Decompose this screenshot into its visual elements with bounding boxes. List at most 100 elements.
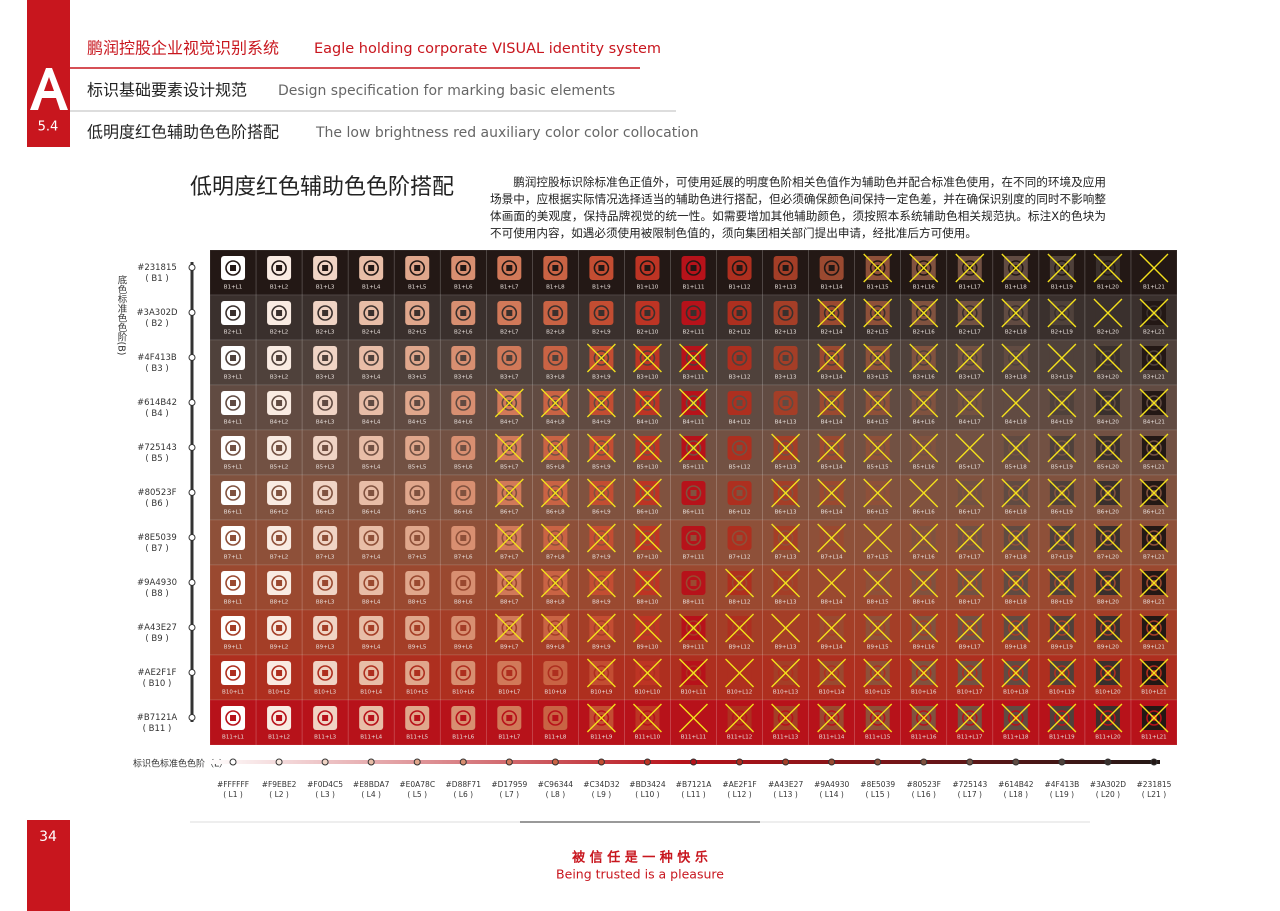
emblem-ring <box>317 440 333 456</box>
cell-label: B9+L1 <box>224 645 242 651</box>
cell-label: B8+L12 <box>729 600 751 606</box>
cell-label: B4+L21 <box>1143 420 1165 426</box>
emblem-ring <box>501 260 518 276</box>
emblem-core <box>276 400 283 406</box>
emblem-ring <box>777 350 794 366</box>
column-code: #F0D4C5 <box>307 780 343 789</box>
column-name: ( L8 ) <box>546 790 566 799</box>
cell-label: B8+L20 <box>1097 600 1119 606</box>
cell-label: B3+L20 <box>1097 375 1119 381</box>
unusable-mark <box>679 388 708 418</box>
emblem-ring <box>225 665 241 681</box>
row-code: #80523F <box>137 488 176 498</box>
emblem-ring <box>455 485 472 501</box>
unusable-mark <box>1001 703 1031 733</box>
emblem-core <box>552 715 559 721</box>
emblem-ring <box>455 305 472 321</box>
column-code: #231815 <box>1137 780 1172 789</box>
unusable-mark <box>771 613 801 643</box>
cell-label: B4+L12 <box>729 420 751 426</box>
cell-label: B8+L15 <box>867 600 889 606</box>
cell-label: B11+L9 <box>590 735 612 741</box>
emblem-core <box>368 265 375 271</box>
row-marker <box>188 534 196 541</box>
unusable-mark <box>909 658 939 688</box>
row-marker <box>188 354 196 361</box>
cell <box>808 699 855 746</box>
column-code: #FFFFFF <box>217 780 249 789</box>
cell-label: B10+L13 <box>773 690 799 696</box>
emblem-ring <box>1100 350 1116 366</box>
unusable-mark <box>955 613 985 643</box>
cell-label: B6+L4 <box>362 510 381 516</box>
cell-label: B10+L18 <box>1003 690 1029 696</box>
row-code: #231815 <box>137 263 177 273</box>
emblem-ring <box>409 665 426 681</box>
unusable-mark <box>909 433 939 463</box>
unusable-mark <box>1139 523 1169 553</box>
unusable-mark <box>771 703 801 733</box>
emblem-ring <box>501 305 518 321</box>
emblem-ring <box>869 530 886 546</box>
column-code: #D88F71 <box>446 780 482 789</box>
unusable-mark <box>632 388 662 418</box>
unusable-mark <box>817 658 847 688</box>
emblem-ring <box>823 575 840 591</box>
cell <box>393 699 441 746</box>
cell-label: B9+L9 <box>592 645 611 651</box>
emblem-ring <box>593 395 610 411</box>
cell-label: B3+L14 <box>821 375 843 381</box>
emblem-core <box>598 310 605 316</box>
emblem-core <box>460 715 467 721</box>
column-name: ( L13 ) <box>773 790 797 799</box>
cell-label: B9+L6 <box>454 645 473 651</box>
unusable-mark <box>863 298 893 328</box>
row-name: ( B6 ) <box>145 499 168 509</box>
emblem-core <box>690 580 697 586</box>
cell-label: B3+L2 <box>270 375 288 381</box>
cell-label: B3+L17 <box>959 375 981 381</box>
emblem-ring <box>1054 260 1070 276</box>
row-marker <box>188 624 196 631</box>
emblem-ring <box>961 665 978 681</box>
cell-label: B1+L17 <box>959 285 981 291</box>
unusable-mark <box>1093 388 1123 418</box>
emblem-core <box>460 580 467 586</box>
emblem-ring <box>271 530 287 546</box>
emblem-ring <box>455 260 472 276</box>
emblem-ring <box>961 260 978 276</box>
cell-label: B4+L3 <box>316 420 335 426</box>
emblem-ring <box>225 485 241 501</box>
unusable-mark <box>863 568 893 598</box>
cell-label: B1+L4 <box>362 285 381 291</box>
emblem-ring <box>409 710 426 726</box>
emblem-ring <box>271 350 287 366</box>
emblem-core <box>230 400 237 406</box>
emblem-ring <box>915 305 932 321</box>
unusable-mark <box>586 613 616 643</box>
emblem-ring <box>1008 620 1024 636</box>
emblem-ring <box>271 575 287 591</box>
column-code: #725143 <box>952 780 987 789</box>
emblem-core <box>414 490 421 496</box>
emblem-ring <box>777 530 794 546</box>
emblem-core <box>552 265 559 271</box>
emblem-ring <box>685 350 702 366</box>
emblem-core <box>414 265 421 271</box>
cell-label: B9+L19 <box>1051 645 1073 651</box>
unusable-mark <box>1093 658 1123 688</box>
unusable-mark <box>632 703 662 733</box>
emblem-ring <box>363 710 379 726</box>
cell-label: B2+L2 <box>270 330 288 336</box>
cell-label: B4+L17 <box>959 420 981 426</box>
emblem-ring <box>363 575 379 591</box>
emblem-ring <box>731 665 748 681</box>
unusable-mark <box>771 523 801 553</box>
column-name: ( L12 ) <box>727 790 751 799</box>
cell-label: B10+L21 <box>1141 690 1166 696</box>
row-code: #B7121A <box>137 713 178 723</box>
emblem-core <box>414 445 421 451</box>
column-name: ( L16 ) <box>912 790 936 799</box>
emblem-core <box>368 445 375 451</box>
unusable-mark <box>909 568 939 598</box>
